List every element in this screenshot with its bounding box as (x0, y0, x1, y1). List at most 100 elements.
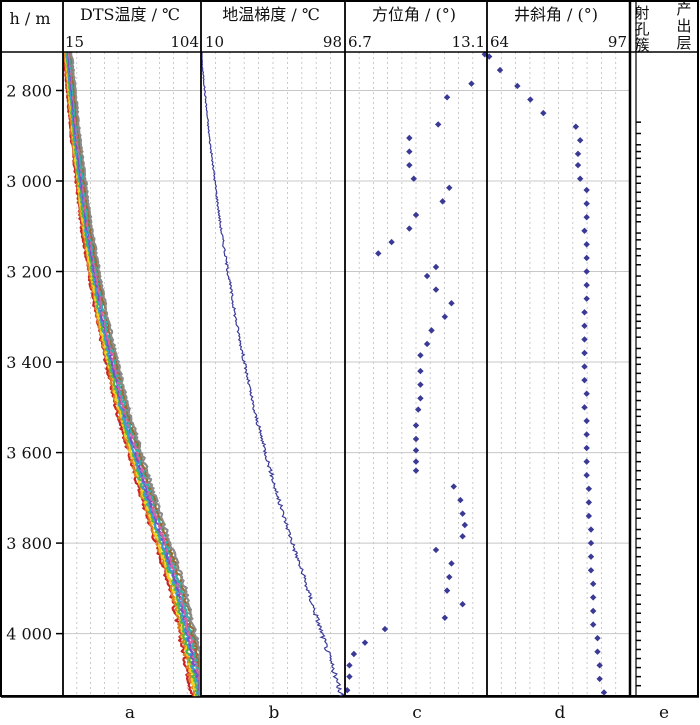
track-b-xmin-label: 10 (205, 33, 224, 51)
data-point (461, 521, 469, 529)
data-point (596, 675, 603, 683)
data-point (417, 352, 424, 359)
data-point (448, 560, 455, 567)
y-tick-label: 2 800 (6, 81, 52, 100)
track-d-xmin-label: 64 (490, 33, 509, 51)
data-point (581, 322, 588, 330)
track-a-footer: a (125, 703, 135, 723)
data-point (346, 673, 353, 680)
temperature-curve (67, 51, 202, 697)
data-point (406, 148, 413, 155)
track-c-xmax-label: 13.1 (452, 33, 485, 51)
data-point (412, 447, 420, 454)
track-e-title-char-5: 出 (676, 17, 691, 35)
y-tick-label: 3 000 (6, 172, 52, 191)
data-point (496, 66, 504, 74)
temperature-curve (66, 51, 202, 697)
data-point (581, 363, 588, 370)
track-separators (1, 1, 699, 698)
data-point (350, 650, 358, 658)
data-point (574, 161, 582, 169)
data-point (589, 621, 597, 628)
track-a-xmax-label: 104 (170, 33, 199, 51)
y-tick-label: 3 200 (6, 263, 52, 282)
data-point (589, 594, 597, 601)
y-tick-label: 3 400 (6, 353, 52, 372)
y-tick-label: 3 800 (6, 534, 52, 553)
data-point (423, 272, 431, 280)
track-d-xmax-label: 97 (608, 33, 627, 51)
track-d-inclination-points (485, 53, 608, 696)
data-point (583, 458, 590, 465)
data-point (596, 662, 603, 669)
track-e-perforation-marks (636, 121, 641, 687)
data-point (459, 533, 466, 540)
data-point (346, 662, 353, 669)
track-c-footer: c (412, 703, 422, 723)
data-point (587, 539, 595, 547)
data-point (594, 648, 601, 655)
y-tick-label: 3 600 (6, 444, 52, 463)
track-d-inclination: 井斜角 / (°) 64 97 d (485, 5, 627, 723)
data-point (585, 499, 593, 506)
y-axis-label: h / m (9, 9, 50, 28)
track-a-xmin-label: 15 (65, 33, 84, 51)
data-point (446, 573, 453, 581)
data-point (406, 134, 413, 142)
data-point (417, 367, 424, 375)
data-point (415, 406, 422, 413)
data-point (412, 211, 420, 219)
track-e-title-char-3: 簇 (634, 36, 649, 54)
track-d-footer: d (555, 703, 566, 723)
data-point (344, 687, 351, 694)
data-point (587, 526, 595, 533)
data-point (361, 639, 369, 646)
data-point (583, 390, 590, 397)
gradient-line (201, 52, 345, 698)
data-point (481, 51, 488, 58)
data-point (581, 376, 588, 384)
data-point (585, 512, 593, 520)
data-point (583, 281, 590, 289)
data-point (406, 225, 413, 232)
data-point (443, 94, 451, 101)
data-point (450, 483, 457, 490)
data-point (459, 510, 466, 517)
track-e-title-char-1: 射 (634, 4, 649, 22)
data-point (514, 82, 521, 90)
data-point (412, 422, 420, 429)
data-point (583, 268, 590, 275)
track-e-title-char-6: 层 (676, 34, 691, 52)
data-point (581, 336, 588, 343)
data-point (441, 614, 449, 621)
data-point (423, 340, 431, 348)
data-point (587, 567, 595, 574)
track-e-footer: e (659, 703, 669, 723)
track-c-title: 方位角 / (°) (372, 5, 456, 24)
track-c-xmin-label: 6.7 (348, 33, 372, 51)
data-point (583, 214, 590, 221)
track-e-perforation-clusters: 射 孔 簇 产 出 层 e (634, 0, 691, 723)
data-point (441, 313, 449, 320)
data-point (581, 227, 588, 234)
data-point (583, 241, 590, 248)
data-point (583, 254, 590, 262)
data-point (388, 238, 395, 246)
track-b-xmax-label: 98 (323, 33, 342, 51)
data-point (600, 689, 608, 696)
data-point (432, 546, 440, 554)
data-point (576, 175, 584, 182)
data-point (583, 295, 590, 302)
track-b-title: 地温梯度 / ℃ (222, 5, 319, 24)
data-point (468, 80, 475, 87)
data-point (572, 123, 580, 130)
data-point (432, 286, 440, 293)
data-point (410, 175, 417, 182)
y-tick-label: 4 000 (6, 625, 52, 644)
data-point (583, 444, 590, 452)
data-point (527, 96, 534, 103)
data-point (583, 186, 590, 194)
data-point (457, 496, 464, 504)
data-point (448, 300, 455, 307)
